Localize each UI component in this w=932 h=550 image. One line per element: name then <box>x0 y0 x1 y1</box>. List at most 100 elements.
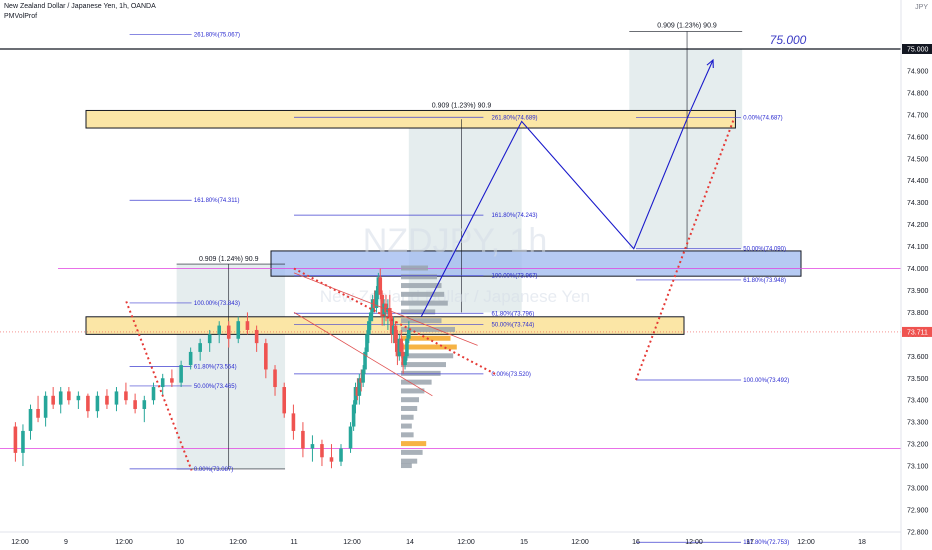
volume-profile-bar <box>401 405 418 411</box>
candle-body <box>236 321 241 339</box>
price-tick-label: 74.600 <box>907 134 929 141</box>
measure-label: 0.909 (1.23%) 90.9 <box>432 102 492 109</box>
price-tick-label: 74.400 <box>907 178 929 185</box>
arrows-layer <box>125 58 736 471</box>
time-tick-label: 14 <box>406 539 414 546</box>
demand-zone-blue <box>270 250 802 277</box>
candles-layer <box>13 268 411 469</box>
candle-body <box>348 426 353 449</box>
candle-body <box>179 365 183 383</box>
watermark-symbol: NZDJPY, 1h <box>363 222 548 260</box>
candle-body <box>95 395 100 412</box>
price-tick-label: 74.100 <box>907 244 929 251</box>
level-price-tag <box>902 44 932 54</box>
candle-body <box>382 303 386 317</box>
time-tick-label: 12:00 <box>115 539 133 546</box>
candle-body <box>198 343 202 352</box>
price-tick-label: 73.200 <box>907 442 929 449</box>
candle-body <box>380 294 384 317</box>
volume-profile-bar <box>401 309 436 315</box>
volume-profile <box>401 265 457 469</box>
price-tick-label: 73.500 <box>907 376 929 383</box>
candle-body <box>245 321 250 330</box>
currency-label: JPY <box>915 4 928 11</box>
volume-profile-bar <box>401 370 441 376</box>
fib-level-label: 50.00%(73.465) <box>194 384 237 390</box>
volume-profile-bar <box>401 353 454 359</box>
candle-body <box>310 444 315 449</box>
volume-profile-bar <box>401 283 442 289</box>
candle-body <box>407 329 411 339</box>
price-tick-label: 73.900 <box>907 288 929 295</box>
current-price-text: 73.711 <box>907 329 928 336</box>
candle-body <box>372 299 377 309</box>
projected-path <box>420 59 714 318</box>
volume-profile-bar <box>401 423 412 429</box>
candle-body <box>353 387 358 405</box>
candle-body <box>217 325 222 335</box>
candle-body <box>357 378 362 396</box>
candle-body <box>320 444 324 458</box>
price-tick-label: 73.800 <box>907 310 929 317</box>
fib-level-label: 50.00%(73.744) <box>492 323 535 329</box>
price-tick-label: 74.900 <box>907 68 929 75</box>
time-tick-label: 12:00 <box>797 539 815 546</box>
candle-body <box>351 404 356 427</box>
candle-body <box>188 351 193 366</box>
volume-profile-bar <box>401 335 451 341</box>
candle-body <box>355 387 360 396</box>
candle-body <box>291 413 296 431</box>
candle-body <box>114 391 119 405</box>
price-tick-label: 73.600 <box>907 354 929 361</box>
candle-body <box>329 457 334 462</box>
candle-body <box>28 408 33 431</box>
candle-body <box>359 378 364 383</box>
fib-layer: 261.80%(75.067)161.80%(74.311)100.00%(73… <box>129 32 789 546</box>
time-tick-label: 12:00 <box>457 539 475 546</box>
price-tick-label: 74.300 <box>907 200 929 207</box>
measure-label: 0.909 (1.24%) 90.9 <box>199 256 259 263</box>
volume-profile-bar <box>401 397 419 403</box>
fib-level-label: 0.00%(73.520) <box>492 372 531 378</box>
volume-profile-bar <box>401 300 448 306</box>
price-tick-label: 74.800 <box>907 90 929 97</box>
projection-box-2 <box>408 110 522 313</box>
level-price-text: 75.000 <box>907 47 929 54</box>
price-tick-label: 74.000 <box>907 266 929 273</box>
candle-body <box>254 329 259 344</box>
time-tick-label: 17 <box>746 539 754 546</box>
current-price-tag <box>902 326 932 337</box>
candle-body <box>374 290 379 309</box>
volume-profile-bar <box>401 274 437 280</box>
candle-body <box>282 387 287 414</box>
arrow-head <box>706 58 714 68</box>
price-tick-label: 73.100 <box>907 464 929 471</box>
time-tick-label: 12:00 <box>571 539 589 546</box>
candle-body <box>391 325 396 335</box>
time-tick-label: 16 <box>632 539 640 546</box>
time-tick-label: 18 <box>858 539 866 546</box>
dotted-trendline-3 <box>635 117 736 381</box>
candle-body <box>160 378 165 388</box>
price-axis[interactable]: JPY 75.000 74.900 74.800 74.700 74.600 74.500… <box>900 0 932 550</box>
volume-profile-bar <box>401 388 425 394</box>
fib-level-label: 100.00%(73.967) <box>492 274 538 280</box>
candle-body <box>13 426 18 453</box>
volume-profile-bar <box>401 379 432 385</box>
candle-body <box>133 400 137 409</box>
fib-level-label: 0.00%(73.087) <box>194 467 233 473</box>
volume-profile-bar <box>401 318 442 324</box>
channel-upper <box>293 272 478 346</box>
indicator-label: PMVolProf <box>4 13 38 20</box>
candle-body <box>361 369 365 383</box>
fib-level-label: 161.80%(74.243) <box>492 213 538 219</box>
candle-body <box>397 338 402 357</box>
time-axis[interactable]: 12:00 9 12:00 10 12:00 11 12:00 14 12:00 15 12:00 1… <box>0 531 901 546</box>
fib-level-label: 61.80%(73.948) <box>743 278 786 284</box>
candle-body <box>43 395 48 418</box>
dotted-trendline-1 <box>125 301 193 471</box>
volume-profile-bar <box>401 458 418 464</box>
fib-level-label: 161.80%(72.753) <box>743 540 789 546</box>
volume-profile-bar <box>401 362 446 368</box>
